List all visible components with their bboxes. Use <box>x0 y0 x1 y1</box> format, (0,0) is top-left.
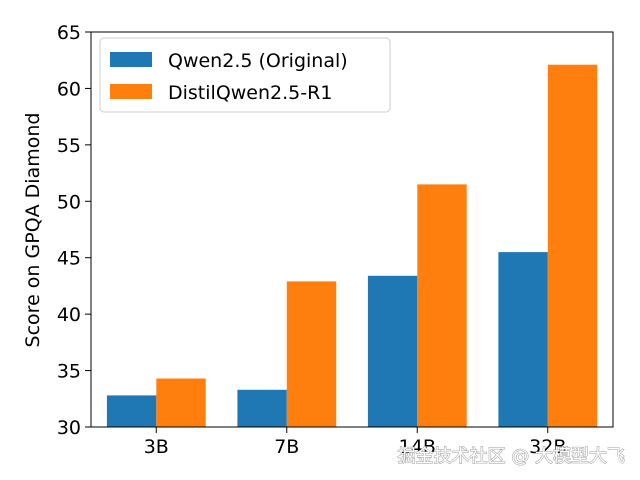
legend-swatch-qwen <box>110 52 152 67</box>
y-tick-label: 45 <box>57 248 81 270</box>
plot-frame <box>90 31 614 428</box>
x-tick-label-32b: 32B <box>529 436 566 458</box>
x-tick-label-3b: 3B <box>144 436 169 458</box>
bar-distil-32b <box>547 64 598 427</box>
bar-distil-14b <box>417 184 467 427</box>
legend-label-qwen: Qwen2.5 (Original) <box>168 50 348 72</box>
bar-qwen-32b <box>498 252 548 427</box>
bars-group <box>106 64 598 427</box>
bar-distil-3b <box>156 378 206 427</box>
y-axis-ticks: 30 35 40 45 50 55 60 65 <box>57 22 91 439</box>
bar-qwen-7b <box>237 389 287 427</box>
axes-group <box>90 31 614 428</box>
y-axis-label: Score on GPQA Diamond <box>22 113 44 348</box>
bar-qwen-14b <box>367 275 418 427</box>
y-tick-label: 55 <box>57 135 81 157</box>
y-tick-label: 60 <box>57 78 81 100</box>
legend: Qwen2.5 (Original) DistilQwen2.5-R1 <box>99 37 391 113</box>
y-tick-label: 30 <box>57 417 81 439</box>
watermark-text: 掘金技术社区 @ 大模型大飞 <box>398 446 625 467</box>
x-axis-ticks: 3B 7B 14B 32B <box>144 427 566 458</box>
y-tick-label: 50 <box>57 191 81 213</box>
y-tick-label: 35 <box>57 361 81 383</box>
x-tick-label-7b: 7B <box>274 436 299 458</box>
legend-frame <box>99 37 391 113</box>
y-tick-label: 65 <box>57 22 81 44</box>
x-tick-label-14b: 14B <box>399 436 436 458</box>
bar-qwen-3b <box>106 395 157 427</box>
legend-label-distil: DistilQwen2.5-R1 <box>168 82 332 104</box>
legend-swatch-distil <box>110 84 152 99</box>
bar-distil-7b <box>286 281 337 427</box>
y-tick-label: 40 <box>57 304 81 326</box>
